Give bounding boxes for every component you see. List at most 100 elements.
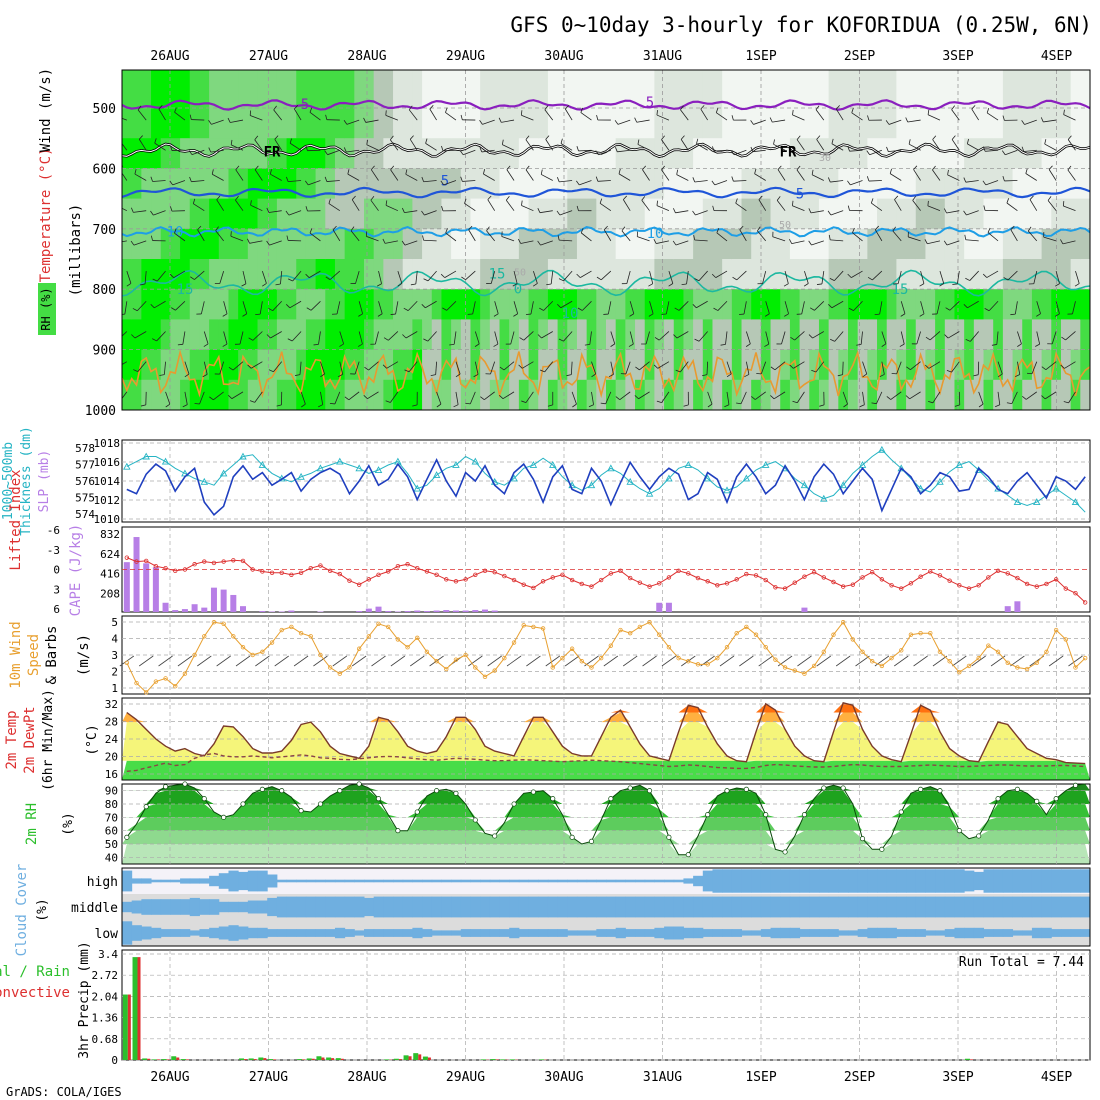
wind-barb-flag [1044, 139, 1047, 145]
rh-cell [615, 289, 626, 320]
rh-cell [644, 379, 655, 410]
cloud-panel-label: Cloud Cover [14, 864, 30, 957]
wind-barb-flag [811, 369, 817, 373]
rh-cell [267, 259, 278, 290]
wind-barb-flag [943, 240, 948, 246]
rh-cell [818, 168, 830, 200]
rh-cell [460, 289, 472, 320]
wind-barb [468, 655, 483, 667]
rh-cell [547, 198, 559, 230]
rh-cell [760, 198, 772, 230]
wind-barb-flag [113, 338, 117, 341]
wind-barb [835, 655, 851, 667]
wind-barb [629, 301, 635, 314]
temp-panel-label: (6hr Min/Max) [41, 689, 56, 791]
wind-speed-point [686, 659, 691, 664]
wind-barb-flag [421, 303, 426, 309]
wind-barb [559, 180, 573, 183]
wind-barb [259, 301, 263, 315]
cloud-cell [354, 896, 365, 918]
temp-series [126, 701, 1086, 765]
wind-speed-point [298, 630, 304, 636]
cloud-cell [528, 896, 539, 918]
wind-barb-flag [287, 338, 293, 342]
wind-barb [152, 180, 166, 182]
rh-cell [557, 259, 568, 290]
wind-speed-point [744, 624, 749, 630]
rh-cell [848, 379, 859, 410]
cloud-cell [257, 870, 268, 892]
lifted-index-point [753, 573, 759, 578]
cloud-cell [731, 896, 743, 918]
rh-cell [983, 379, 994, 410]
precip-convective-bar [147, 1058, 151, 1060]
contour-line-10 [122, 226, 1090, 238]
wind-barb [1027, 230, 1038, 242]
wind-barb-flag [744, 374, 750, 378]
rh-cell [364, 289, 375, 320]
cloud-cell [547, 896, 559, 918]
rh-cell [373, 349, 384, 381]
lifted-index-point [637, 580, 643, 585]
rh-point [337, 788, 343, 794]
rh-point [550, 796, 556, 802]
wind-barb-flag [350, 226, 355, 231]
wind-speed-point [676, 655, 681, 661]
wind-barb-flag [301, 403, 306, 408]
precip-tick-label: 2.72 [92, 969, 119, 982]
rh-cell [683, 289, 694, 320]
wind-barb-flag [152, 338, 157, 342]
rh-cell [131, 259, 142, 290]
wind-barb-flag [693, 235, 696, 241]
rh-cell [1022, 379, 1033, 410]
rh-cell [983, 198, 994, 230]
rh-cell [1041, 259, 1052, 290]
cloud-cell [993, 929, 1004, 937]
cloud-cell [518, 929, 530, 937]
rh-cell [867, 289, 878, 320]
wind-barb-flag [835, 105, 840, 110]
wind-barb [503, 361, 515, 371]
rh-cell [199, 228, 210, 260]
thickness-point [336, 457, 344, 465]
wind-barb [755, 391, 766, 400]
rh-cell [451, 289, 462, 320]
rh-cell [247, 228, 259, 260]
rh-cell [664, 198, 675, 230]
thickness-point [761, 461, 770, 468]
rh-point [1053, 796, 1059, 802]
cloud-cell [654, 896, 665, 918]
lifted-index-point [327, 568, 333, 574]
rh-cell [373, 168, 384, 200]
wind-barb-flag [370, 196, 375, 201]
thickness-point [316, 464, 325, 472]
cloud-cell [170, 899, 181, 915]
rh-cell [615, 349, 626, 381]
wind-barb-flag [115, 200, 116, 205]
slp-series [126, 458, 1086, 516]
contour-line-5 [122, 186, 1090, 199]
wind-barb [603, 655, 619, 667]
rh-cell [480, 379, 491, 410]
wind-barb-flag [436, 403, 442, 408]
wind-barb-flag [170, 145, 173, 151]
lifted-index-tick-label: 6 [53, 603, 60, 616]
rh-point [511, 801, 517, 807]
wind-barb-flag [285, 210, 290, 216]
rh-cell [228, 319, 239, 351]
cape-bar [201, 607, 208, 612]
wind-barb-flag [879, 374, 885, 378]
wind-barb-flag [618, 168, 621, 174]
contour-label: 50 [514, 267, 526, 278]
wind-barb-flag [1061, 336, 1066, 341]
rh-cell [334, 138, 346, 169]
rh-cell [722, 198, 733, 230]
wind-barb [869, 149, 883, 156]
thickness-point [626, 477, 634, 485]
cloud-cell [673, 879, 684, 883]
cloud-cell [944, 869, 955, 893]
rh-cell [664, 228, 675, 260]
wind-barb [951, 361, 960, 373]
wind-barb [424, 210, 437, 216]
rh-cell [1070, 70, 1081, 139]
